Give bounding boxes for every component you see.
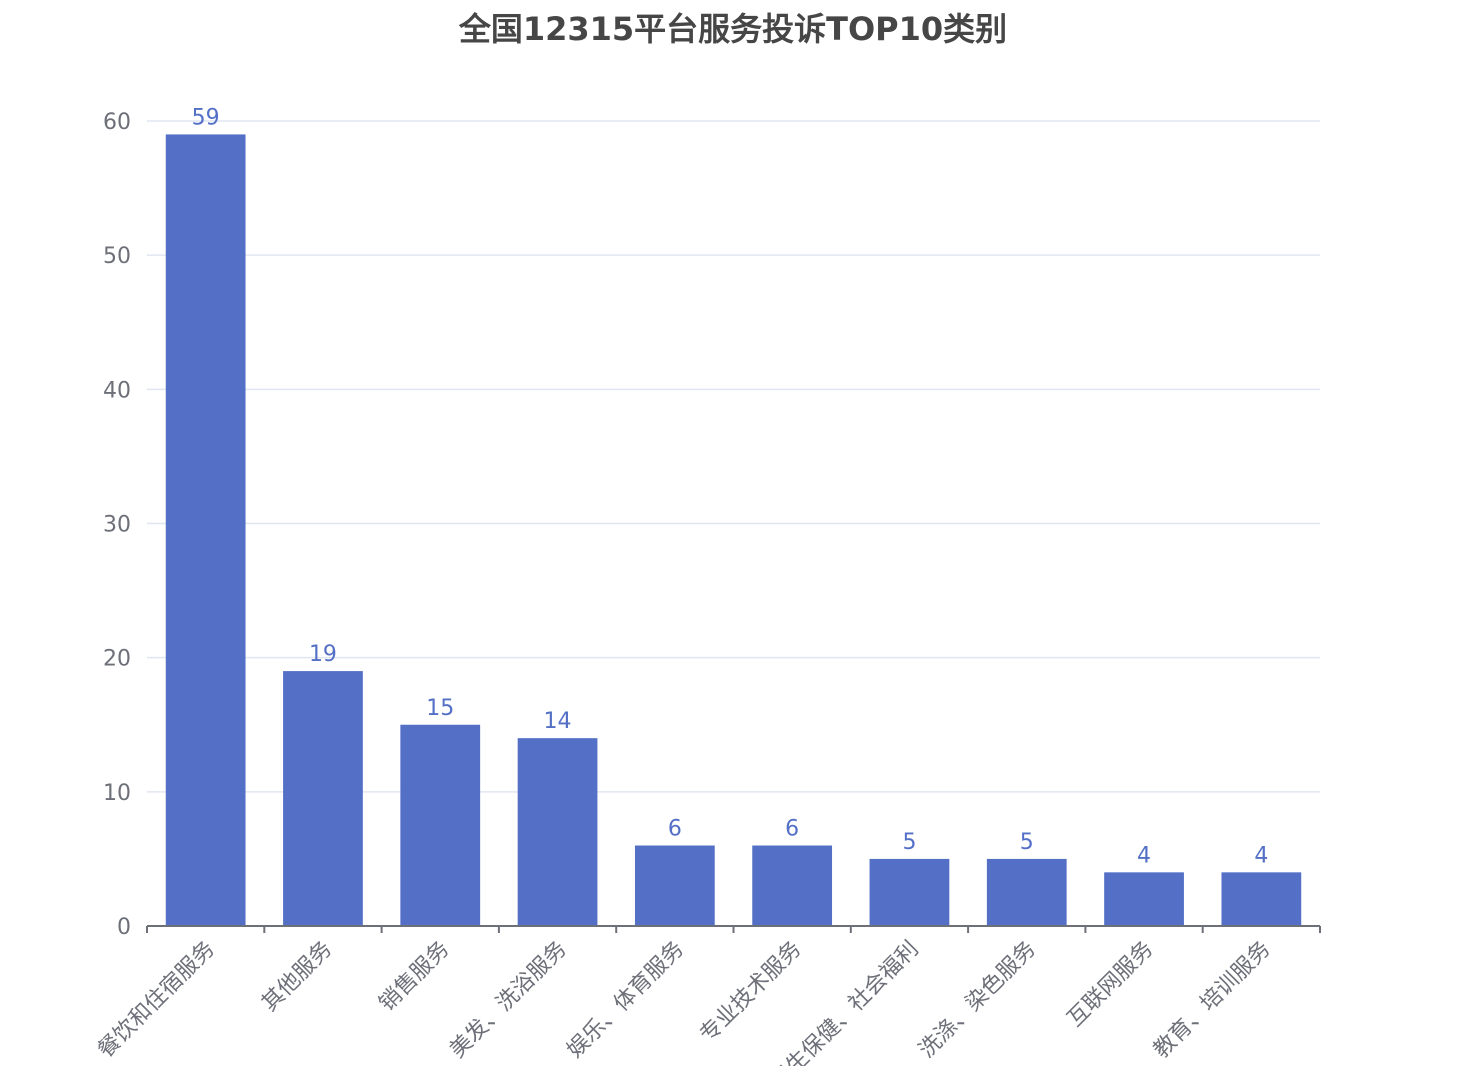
y-tick-label: 0	[117, 915, 131, 940]
category-label: 互联网服务	[1063, 937, 1158, 1032]
category-label: 餐饮和住宿服务	[93, 937, 220, 1064]
data-label: 5	[1020, 830, 1034, 855]
y-tick-label: 40	[103, 378, 131, 403]
bar	[1104, 872, 1184, 926]
bar	[634, 845, 715, 926]
data-label: 19	[309, 642, 337, 667]
bar	[1221, 872, 1302, 926]
y-tick-label: 30	[103, 513, 131, 538]
bars	[165, 134, 1302, 926]
bar	[517, 738, 598, 926]
bar	[986, 858, 1067, 926]
bar	[283, 671, 363, 926]
data-label: 4	[1137, 843, 1151, 868]
category-label: 洗涤、染色服务	[914, 937, 1041, 1064]
category-label: 教育、培训服务	[1149, 937, 1276, 1064]
axes	[146, 925, 1321, 933]
data-label: 59	[192, 105, 220, 130]
bar	[869, 858, 950, 926]
y-tick-label: 20	[103, 647, 131, 672]
category-label: 美发、洗浴服务	[445, 937, 572, 1064]
category-label: 其他服务	[257, 937, 337, 1017]
data-label: 5	[902, 830, 916, 855]
category-label: 销售服务	[375, 937, 455, 1017]
y-tick-label: 10	[103, 781, 131, 806]
category-label: 专业技术服务	[695, 937, 806, 1048]
bar	[752, 845, 833, 926]
data-label: 6	[785, 817, 799, 842]
data-label: 14	[544, 709, 572, 734]
y-tick-label: 60	[103, 110, 131, 135]
data-label: 4	[1254, 843, 1268, 868]
chart-title: 全国12315平台服务投诉TOP10类别	[458, 10, 1008, 48]
category-label: 娱乐、体育服务	[563, 937, 690, 1064]
data-label: 15	[426, 696, 454, 721]
bar	[165, 134, 246, 926]
y-tick-label: 50	[103, 244, 131, 269]
data-label: 6	[668, 817, 682, 842]
bar	[400, 724, 481, 926]
